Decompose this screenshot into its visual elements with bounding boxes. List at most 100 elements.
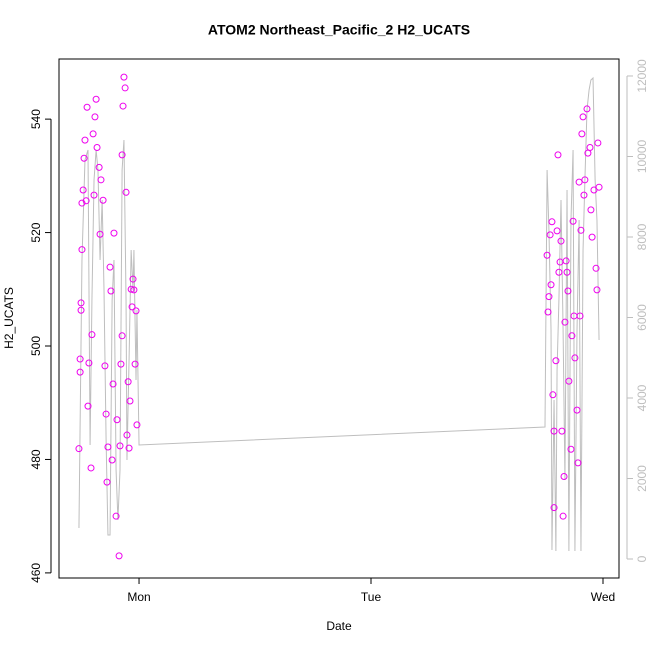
data-point — [106, 263, 114, 271]
data-point — [579, 113, 587, 121]
data-point — [562, 257, 570, 265]
data-point — [127, 285, 135, 293]
data-point — [97, 176, 105, 184]
data-point — [93, 143, 101, 151]
data-point — [583, 105, 591, 113]
data-point — [545, 293, 553, 301]
data-point — [557, 237, 565, 245]
data-point — [77, 299, 85, 307]
data-point — [109, 380, 117, 388]
data-point — [91, 113, 99, 121]
data-point — [118, 151, 126, 159]
y-axis-label: H2_UCATS — [2, 287, 16, 349]
data-point — [79, 186, 87, 194]
data-point — [593, 286, 601, 294]
data-point — [128, 303, 136, 311]
y2-tick-label: 0 — [635, 555, 649, 562]
data-point — [84, 402, 92, 410]
data-point — [85, 359, 93, 367]
data-point — [561, 318, 569, 326]
data-point — [90, 191, 98, 199]
data-point — [544, 308, 552, 316]
data-point — [115, 552, 123, 560]
data-point — [559, 512, 567, 520]
data-point — [575, 178, 583, 186]
data-point — [108, 456, 116, 464]
data-point — [580, 191, 588, 199]
data-point — [124, 378, 132, 386]
y-tick-label: 520 — [29, 222, 43, 242]
data-point — [133, 421, 141, 429]
y2-tick-label: 12000 — [635, 59, 649, 93]
data-point — [567, 445, 575, 453]
data-point — [564, 287, 572, 295]
data-line — [78, 76, 600, 551]
data-point — [578, 130, 586, 138]
data-point — [577, 226, 585, 234]
x-tick-label: Mon — [127, 590, 150, 604]
data-point — [89, 130, 97, 138]
data-point — [96, 230, 104, 238]
data-point — [77, 306, 85, 314]
data-point — [120, 73, 128, 81]
data-point — [550, 504, 558, 512]
data-point — [550, 427, 558, 435]
data-point — [107, 287, 115, 295]
data-point — [543, 251, 551, 259]
data-point — [102, 410, 110, 418]
data-point — [592, 264, 600, 272]
data-point — [82, 197, 90, 205]
data-point — [547, 281, 555, 289]
data-point — [594, 139, 602, 147]
data-point — [117, 360, 125, 368]
data-point — [546, 231, 554, 239]
data-point — [75, 445, 83, 453]
data-point — [574, 459, 582, 467]
data-point — [99, 196, 107, 204]
data-point — [553, 227, 561, 235]
data-point — [80, 154, 88, 162]
data-point — [78, 199, 86, 207]
data-point — [113, 416, 121, 424]
data-point — [132, 307, 140, 315]
data-point — [88, 331, 96, 339]
y-tick-label: 480 — [29, 449, 43, 469]
data-point — [586, 143, 594, 151]
x-tick-label: Tue — [361, 590, 382, 604]
data-point — [121, 84, 129, 92]
data-point — [103, 478, 111, 486]
data-point — [126, 397, 134, 405]
data-point — [76, 368, 84, 376]
chart-title: ATOM2 Northeast_Pacific_2 H2_UCATS — [208, 22, 470, 38]
data-point — [81, 136, 89, 144]
data-point — [76, 355, 84, 363]
y2-tick-label: 6000 — [635, 304, 649, 331]
data-point — [129, 275, 137, 283]
data-point — [568, 332, 576, 340]
data-point — [560, 472, 568, 480]
data-point — [101, 362, 109, 370]
data-point — [588, 233, 596, 241]
data-point — [552, 357, 560, 365]
data-point — [549, 391, 557, 399]
y-tick-label: 500 — [29, 336, 43, 356]
data-point — [576, 312, 584, 320]
data-point — [565, 377, 573, 385]
data-point — [119, 102, 127, 110]
data-point — [95, 163, 103, 171]
y2-tick-label: 10000 — [635, 139, 649, 173]
y-tick-label: 540 — [29, 109, 43, 129]
x-tick-label: Wed — [591, 590, 615, 604]
data-point — [92, 95, 100, 103]
data-point — [104, 443, 112, 451]
data-point — [131, 360, 139, 368]
data-point — [590, 186, 598, 194]
data-point — [123, 431, 131, 439]
y2-tick-label: 4000 — [635, 384, 649, 411]
data-point — [581, 176, 589, 184]
plot-frame — [58, 58, 620, 579]
data-point — [571, 354, 579, 362]
data-point — [78, 246, 86, 254]
data-point — [125, 444, 133, 452]
data-point — [118, 332, 126, 340]
